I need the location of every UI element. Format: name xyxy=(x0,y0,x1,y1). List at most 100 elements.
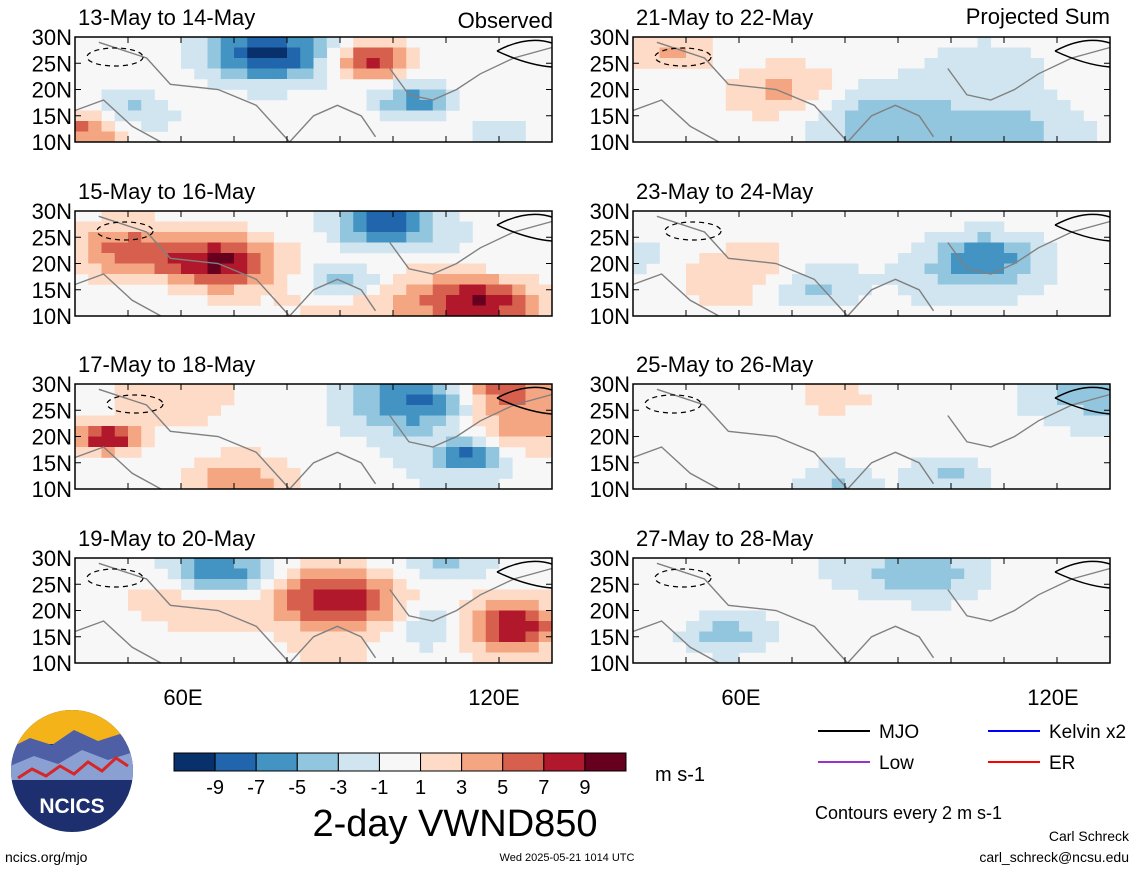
anomaly-cell xyxy=(273,68,288,80)
panel-title: 25-May to 26-May xyxy=(636,352,813,377)
anomaly-cell xyxy=(924,79,939,90)
anomaly-cell xyxy=(419,295,434,306)
anomaly-cell xyxy=(194,384,208,395)
anomaly-cell xyxy=(247,621,261,632)
anomaly-cell xyxy=(805,295,819,306)
anomaly-cell xyxy=(432,478,447,490)
footer-email[interactable]: carl_schreck@ncsu.edu xyxy=(979,849,1129,865)
anomaly-cell xyxy=(646,47,660,59)
anomaly-cell xyxy=(260,478,275,490)
anomaly-cell xyxy=(1030,89,1045,101)
anomaly-cell xyxy=(725,652,740,664)
anomaly-cell xyxy=(858,394,872,406)
anomaly-cell xyxy=(366,631,381,643)
anomaly-cell xyxy=(247,37,261,48)
anomaly-cell xyxy=(1043,100,1058,111)
panel-title: 23-May to 24-May xyxy=(636,179,813,204)
anomaly-cell xyxy=(459,436,473,448)
anomaly-cell xyxy=(951,79,965,90)
anomaly-cell xyxy=(884,79,899,90)
anomaly-cell xyxy=(406,58,420,69)
anomaly-cell xyxy=(1030,394,1045,406)
anomaly-cell xyxy=(432,405,447,416)
anomaly-cell xyxy=(845,468,859,479)
anomaly-cell xyxy=(141,263,155,275)
anomaly-cell xyxy=(964,121,978,132)
anomaly-cell xyxy=(937,579,952,590)
anomaly-cell xyxy=(313,621,328,632)
anomaly-cell xyxy=(884,558,899,569)
anomaly-cell xyxy=(406,405,420,416)
anomaly-cell xyxy=(220,384,235,395)
anomaly-cell xyxy=(898,468,912,479)
anomaly-cell xyxy=(379,305,394,317)
anomaly-cell xyxy=(207,568,222,580)
anomaly-cell xyxy=(234,263,248,275)
anomaly-cell xyxy=(818,131,833,143)
anomaly-cell xyxy=(287,610,301,622)
anomaly-cell xyxy=(686,631,700,643)
anomaly-cell xyxy=(393,579,407,590)
anomaly-cell xyxy=(366,426,381,437)
anomaly-cell xyxy=(446,211,460,222)
anomaly-cell xyxy=(313,274,328,285)
anomaly-cell xyxy=(353,274,367,285)
anomaly-cell xyxy=(699,274,713,285)
anomaly-cell xyxy=(858,468,872,479)
anomaly-cell xyxy=(181,37,195,48)
anomaly-cell xyxy=(712,621,727,632)
anomaly-cell xyxy=(247,47,261,59)
anomaly-cell xyxy=(273,621,288,632)
anomaly-cell xyxy=(845,394,859,406)
anomaly-cell xyxy=(154,232,169,243)
anomaly-cell xyxy=(88,436,102,448)
anomaly-cell xyxy=(525,436,540,448)
anomaly-cell xyxy=(472,284,487,296)
anomaly-cell xyxy=(234,447,248,458)
anomaly-cell xyxy=(924,478,939,490)
anomaly-cell xyxy=(858,274,872,285)
anomaly-cell xyxy=(406,415,420,427)
anomaly-cell xyxy=(393,405,407,416)
anomaly-cell xyxy=(964,478,978,490)
anomaly-cell xyxy=(234,568,248,580)
anomaly-cell xyxy=(446,457,460,469)
anomaly-cell xyxy=(419,79,434,90)
anomaly-cell xyxy=(446,568,460,580)
anomaly-cell xyxy=(194,478,208,490)
anomaly-cell xyxy=(739,68,753,80)
anomaly-cell xyxy=(101,211,116,222)
anomaly-cell xyxy=(379,579,394,590)
anomaly-cell xyxy=(260,253,275,264)
anomaly-cell xyxy=(1017,232,1031,243)
anomaly-cell xyxy=(818,68,833,80)
footer-url[interactable]: ncics.org/mjo xyxy=(5,849,88,865)
anomaly-cell xyxy=(393,110,407,122)
anomaly-cell xyxy=(393,89,407,101)
anomaly-cell xyxy=(911,478,925,490)
anomaly-cell xyxy=(207,384,222,395)
anomaly-cell xyxy=(247,263,261,275)
anomaly-cell xyxy=(472,405,487,416)
anomaly-cell xyxy=(419,457,434,469)
anomaly-cell xyxy=(287,263,301,275)
anomaly-cell xyxy=(406,47,420,59)
anomaly-cell xyxy=(818,558,833,569)
anomaly-cell xyxy=(247,242,261,254)
anomaly-cell xyxy=(1017,384,1031,395)
anomaly-cell xyxy=(220,457,235,469)
legend-item-low: Low xyxy=(818,753,914,774)
anomaly-cell xyxy=(194,621,208,632)
anomaly-cell xyxy=(128,600,142,611)
anomaly-cell xyxy=(1043,121,1058,132)
anomaly-cell xyxy=(686,642,700,653)
anomaly-cell xyxy=(712,274,727,285)
anomaly-cell xyxy=(406,394,420,406)
anomaly-cell xyxy=(459,600,473,611)
anomaly-cell xyxy=(260,610,275,622)
anomaly-cell xyxy=(472,263,487,275)
